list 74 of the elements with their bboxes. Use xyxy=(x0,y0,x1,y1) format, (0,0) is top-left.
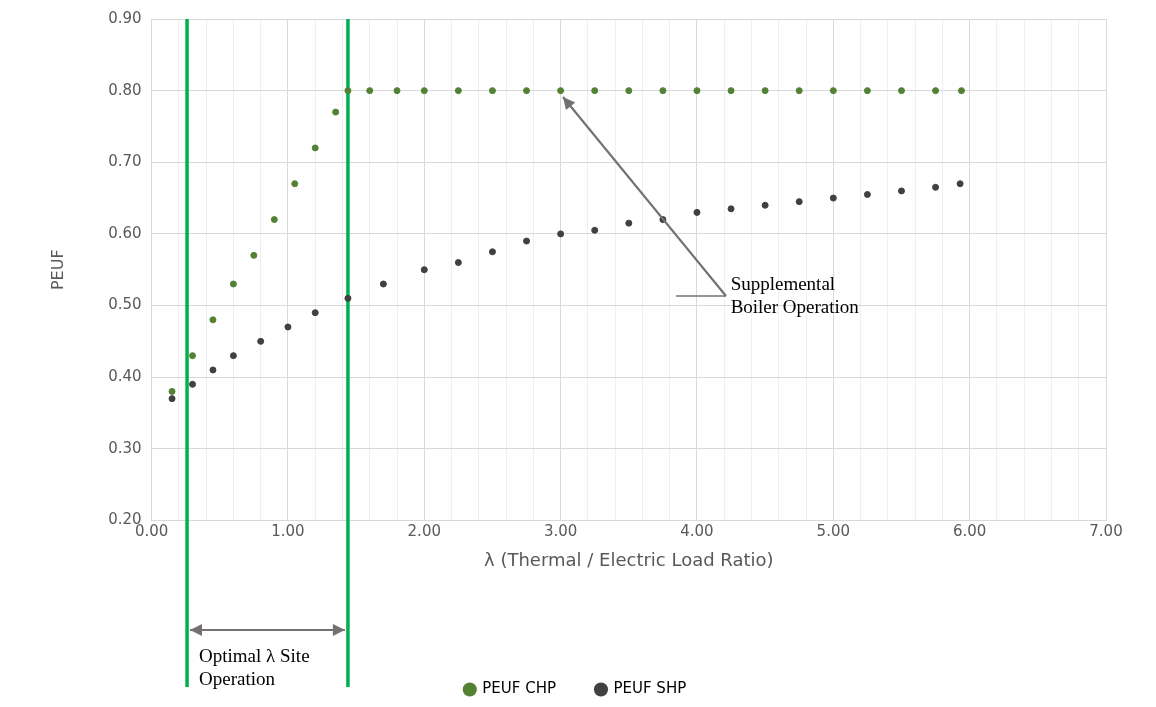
point xyxy=(393,87,401,95)
point xyxy=(727,87,735,95)
point xyxy=(957,87,965,95)
point xyxy=(344,294,352,302)
point xyxy=(557,230,565,238)
x-tick-label: 5.00 xyxy=(816,522,851,541)
y-tick-label: 0.70 xyxy=(108,152,142,171)
point xyxy=(932,183,940,191)
point xyxy=(189,380,196,388)
point xyxy=(168,387,176,395)
point xyxy=(863,190,871,198)
point xyxy=(488,87,496,95)
point xyxy=(311,309,319,317)
x-tick-label: 3.00 xyxy=(543,522,578,541)
x-tick-label: 7.00 xyxy=(1089,522,1123,541)
y-axis-title: PEUF xyxy=(47,249,67,291)
point xyxy=(829,194,837,202)
point xyxy=(420,87,428,95)
point xyxy=(229,280,237,288)
legend-label: PEUF SHP xyxy=(613,679,687,698)
point xyxy=(488,248,496,256)
legend-label: PEUF CHP xyxy=(482,679,556,698)
point xyxy=(379,280,387,288)
point xyxy=(897,187,905,195)
point xyxy=(209,366,217,374)
point xyxy=(897,87,905,95)
point xyxy=(829,87,837,95)
point xyxy=(291,180,299,188)
point xyxy=(727,205,735,213)
point xyxy=(659,87,667,95)
y-tick-label: 0.80 xyxy=(108,80,142,99)
point xyxy=(625,87,633,95)
point xyxy=(761,201,769,209)
point xyxy=(366,87,374,95)
text: Optimal λ Site Operation xyxy=(199,644,311,691)
point xyxy=(591,226,599,234)
point xyxy=(795,87,803,95)
point xyxy=(591,87,599,95)
x-tick-label: 6.00 xyxy=(952,522,987,541)
point xyxy=(932,87,940,95)
point xyxy=(557,87,565,95)
x-axis-title: λ (Thermal / Electric Load Ratio) xyxy=(484,548,774,570)
point xyxy=(795,198,803,206)
point xyxy=(270,216,278,224)
point xyxy=(189,352,196,360)
point xyxy=(523,237,531,245)
point xyxy=(454,87,462,95)
point xyxy=(257,337,265,345)
point xyxy=(693,87,701,95)
point xyxy=(168,395,176,403)
y-tick-label: 0.50 xyxy=(108,295,142,314)
point xyxy=(956,180,964,188)
point xyxy=(284,323,292,331)
point xyxy=(229,352,237,360)
point xyxy=(454,259,462,267)
point xyxy=(625,219,633,227)
point xyxy=(311,144,319,152)
point xyxy=(523,87,531,95)
y-tick-label: 0.30 xyxy=(108,438,142,457)
point xyxy=(209,316,217,324)
point xyxy=(344,87,352,95)
y-tick-label: 0.60 xyxy=(108,223,142,242)
x-tick-label: 1.00 xyxy=(271,522,305,541)
point xyxy=(250,251,258,259)
x-tick-label: 4.00 xyxy=(680,522,714,541)
point xyxy=(761,87,769,95)
x-tick-label: 2.00 xyxy=(407,522,441,541)
point xyxy=(863,87,871,95)
y-tick-label: 0.40 xyxy=(108,367,142,386)
annotation: Supplemental Boiler Operation xyxy=(730,271,860,318)
point xyxy=(332,108,340,116)
y-tick-label: 0.90 xyxy=(108,8,142,27)
point xyxy=(420,266,428,274)
point xyxy=(693,208,701,216)
